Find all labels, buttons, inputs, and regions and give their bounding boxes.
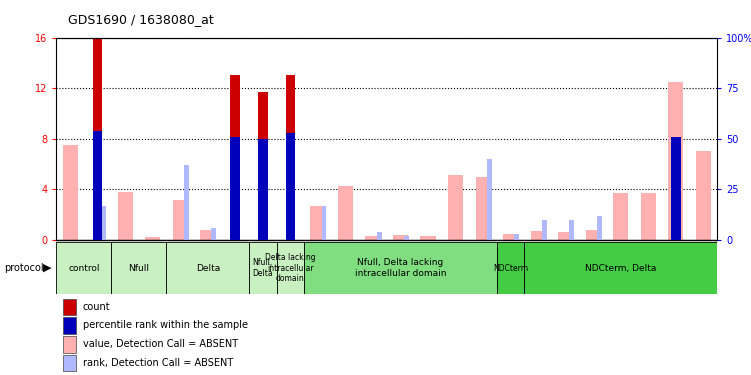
Bar [569, 220, 575, 240]
Bar [231, 137, 240, 240]
Bar [63, 355, 76, 371]
Text: percentile rank within the sample: percentile rank within the sample [83, 321, 248, 330]
Bar [63, 317, 76, 334]
Text: Delta: Delta [196, 264, 220, 273]
Bar [93, 130, 102, 240]
Bar [497, 242, 524, 294]
Bar [338, 186, 353, 240]
Text: protocol: protocol [4, 263, 44, 273]
Text: NDCterm: NDCterm [493, 264, 528, 273]
Text: ▶: ▶ [43, 263, 51, 273]
Bar [448, 176, 463, 240]
Bar [321, 206, 327, 240]
Bar [393, 235, 408, 240]
Bar [111, 242, 167, 294]
Bar [173, 200, 188, 240]
Bar [258, 139, 267, 240]
Bar [167, 242, 249, 294]
Bar [404, 236, 409, 240]
Text: rank, Detection Call = ABSENT: rank, Detection Call = ABSENT [83, 358, 233, 368]
Bar [56, 242, 111, 294]
Text: Nfull,
Delta: Nfull, Delta [252, 258, 273, 278]
Text: value, Detection Call = ABSENT: value, Detection Call = ABSENT [83, 339, 238, 349]
Bar [285, 75, 295, 240]
Text: Delta lacking
intracellular
domain: Delta lacking intracellular domain [265, 253, 315, 283]
Bar [62, 145, 77, 240]
Bar [558, 232, 573, 240]
Bar [671, 137, 680, 240]
Text: NDCterm, Delta: NDCterm, Delta [585, 264, 656, 273]
Bar [366, 236, 381, 240]
Text: Nfull, Delta lacking
intracellular domain: Nfull, Delta lacking intracellular domai… [354, 258, 446, 278]
Bar [285, 133, 295, 240]
Bar [184, 165, 189, 240]
Bar [421, 236, 436, 240]
Bar [310, 206, 325, 240]
Bar [145, 237, 160, 240]
Bar [614, 193, 629, 240]
Bar [201, 230, 216, 240]
Bar [304, 242, 497, 294]
Bar [514, 234, 519, 240]
Bar [211, 228, 216, 240]
Text: GDS1690 / 1638080_at: GDS1690 / 1638080_at [68, 13, 213, 26]
Text: control: control [68, 264, 100, 273]
Bar [63, 336, 76, 352]
Bar [118, 192, 133, 240]
Bar [524, 242, 717, 294]
Bar [101, 206, 106, 240]
Bar [487, 159, 492, 240]
Bar [276, 242, 304, 294]
Bar [93, 38, 102, 240]
Bar [696, 152, 711, 240]
Bar [641, 193, 656, 240]
Bar [541, 220, 547, 240]
Bar [668, 82, 683, 240]
Bar [376, 232, 382, 240]
Bar [258, 92, 267, 240]
Text: Nfull: Nfull [128, 264, 149, 273]
Bar [475, 177, 490, 240]
Bar [503, 234, 518, 240]
Bar [231, 75, 240, 240]
Bar [597, 216, 602, 240]
Bar [249, 242, 276, 294]
Bar [586, 230, 601, 240]
Bar [63, 298, 76, 315]
Text: count: count [83, 302, 110, 312]
Bar [531, 231, 546, 240]
